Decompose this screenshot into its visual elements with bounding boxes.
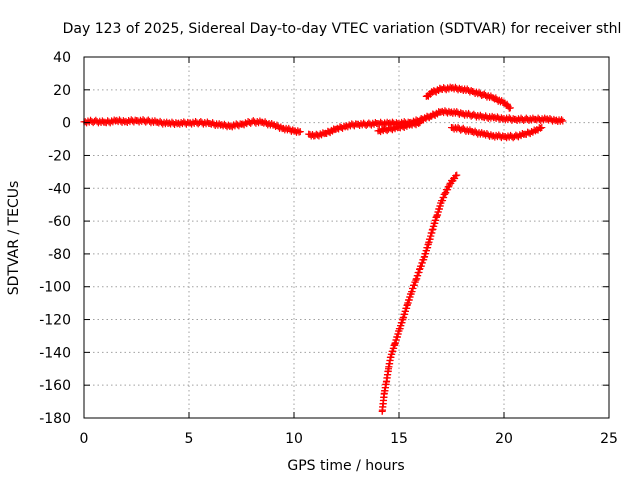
y-tick-label: -40 [48, 181, 71, 197]
x-tick-label: 0 [80, 431, 89, 447]
data-point [506, 104, 514, 112]
y-tick-label: -140 [39, 345, 71, 361]
data-layer [80, 83, 567, 415]
y-tick-label: 0 [62, 116, 71, 132]
data-point [537, 124, 545, 132]
y-tick-label: -120 [39, 313, 71, 329]
ticks [83, 56, 610, 419]
grid [84, 57, 609, 418]
data-point [296, 128, 304, 136]
data-series-6 [378, 171, 461, 415]
data-point [558, 116, 566, 124]
y-tick-label: -100 [39, 280, 71, 296]
y-tick-labels: 40 20 0 -20 -40 -60 -80 -100 -120 -140 -160 -180 [39, 50, 71, 427]
y-tick-label: -20 [48, 148, 71, 164]
data-point [415, 120, 423, 128]
y-tick-label: -80 [48, 247, 71, 263]
x-tick-label: 20 [495, 431, 513, 447]
x-tick-label: 10 [285, 431, 303, 447]
data-series-1 [80, 116, 304, 136]
data-point [559, 117, 567, 125]
chart-title: Day 123 of 2025, Sidereal Day-to-day VTE… [63, 21, 622, 37]
y-tick-label: 20 [53, 83, 71, 99]
y-axis-label: SDTVAR / TECUs [6, 181, 22, 296]
y-tick-label: -160 [39, 378, 71, 394]
data-point [416, 119, 424, 127]
data-series-5 [448, 123, 546, 142]
y-tick-label: 40 [53, 50, 71, 66]
y-tick-label: -60 [48, 214, 71, 230]
x-tick-labels: 0 5 10 15 20 25 [80, 431, 618, 447]
x-tick-label: 5 [185, 431, 194, 447]
x-tick-label: 25 [600, 431, 618, 447]
y-tick-label: -180 [39, 411, 71, 427]
data-series-4 [422, 83, 514, 112]
data-point [538, 124, 546, 132]
plot-frame [83, 56, 610, 419]
data-point [445, 181, 453, 189]
data-point [453, 171, 461, 179]
data-series-3 [374, 119, 424, 136]
x-tick-label: 15 [390, 431, 408, 447]
x-axis-label: GPS time / hours [287, 458, 404, 474]
